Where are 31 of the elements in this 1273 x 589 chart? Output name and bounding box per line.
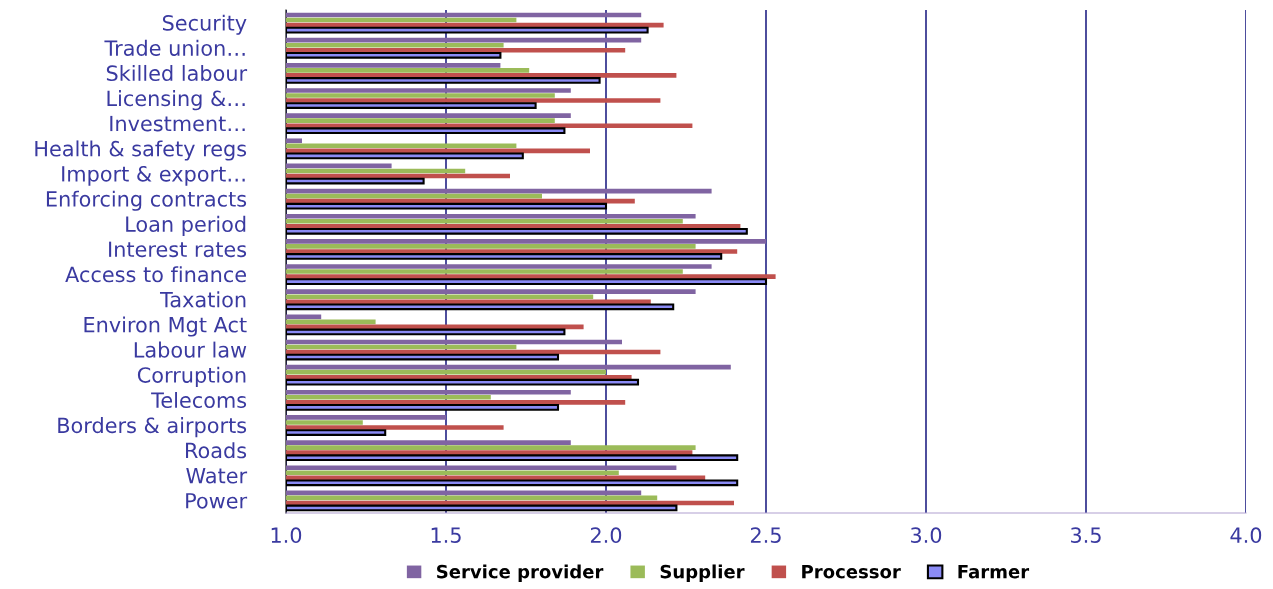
- x-tick-label: 3.5: [1071, 527, 1101, 544]
- y-tick-label: Access to finance: [65, 266, 246, 283]
- y-tick-label: Labour law: [134, 341, 247, 358]
- y-tick-label: Health & safety regs: [35, 140, 247, 161]
- y-tick-label: Interest rates: [109, 241, 247, 258]
- y-tick-label: Import & export…: [62, 165, 245, 186]
- x-tick-label: 1.0: [271, 527, 302, 544]
- y-tick-label: Licensing &…: [107, 90, 245, 111]
- y-tick-label: Corruption: [137, 366, 246, 387]
- y-tick-label: Investment…: [110, 115, 245, 132]
- y-tick-label: Water: [186, 468, 248, 484]
- y-tick-label: Taxation: [159, 291, 246, 308]
- y-tick-label: Security: [162, 14, 247, 35]
- legend-label: Processor: [802, 565, 901, 579]
- x-tick-label: 2.5: [750, 527, 781, 544]
- x-tick-label: 4.0: [1230, 527, 1262, 544]
- x-tick-label: 3.0: [911, 527, 942, 544]
- x-tick-label: 2.0: [590, 527, 622, 544]
- legend-label: Service provider: [437, 564, 604, 582]
- y-tick-label: Roads: [186, 442, 247, 459]
- y-tick-label: Power: [186, 493, 248, 509]
- y-tick-label: Telecoms: [151, 391, 247, 409]
- legend-label: Supplier: [660, 564, 745, 582]
- legend-label: Farmer: [958, 565, 1030, 579]
- y-tick-label: Skilled labour: [106, 64, 248, 82]
- y-tick-label: Enforcing contracts: [46, 190, 247, 211]
- y-tick-label: Borders & airports: [58, 417, 247, 438]
- y-tick-label: Trade union…: [104, 39, 245, 56]
- x-tick-label: 1.5: [431, 527, 461, 544]
- y-tick-label: Loan period: [126, 215, 246, 237]
- y-tick-label: Environ Mgt Act: [84, 316, 247, 337]
